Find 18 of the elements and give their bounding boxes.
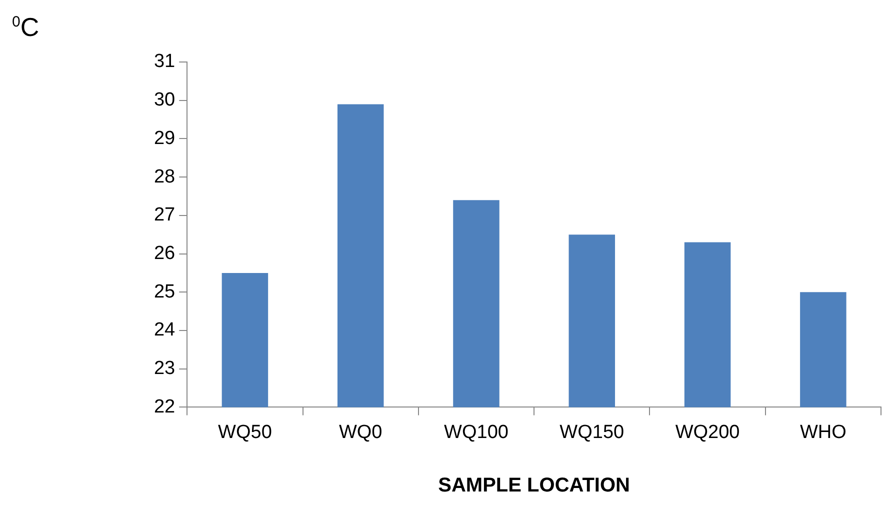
x-tick-label: WQ100 [444, 422, 508, 443]
y-tick-label: 28 [154, 166, 176, 188]
y-tick-label: 24 [154, 320, 176, 341]
y-tick-label: 30 [154, 90, 176, 111]
y-axis-title: $^{0}$C [12, 12, 40, 43]
y-tick-label: 29 [154, 128, 176, 149]
y-tick-label: 31 [154, 51, 176, 72]
y-tick-label: 25 [154, 281, 176, 302]
x-tick-label: WQ200 [675, 422, 740, 443]
x-tick-label: WHO [800, 422, 846, 443]
x-tick-label: WQ0 [338, 422, 382, 443]
y-tick-label: 22 [154, 396, 176, 418]
y-tick-label: 23 [154, 358, 176, 380]
x-tick-label: WQ150 [560, 422, 624, 443]
y-tick-label: 27 [154, 204, 176, 226]
x-axis-title: SAMPLE LOCATION [438, 474, 630, 497]
x-tick-label: WQ50 [218, 422, 272, 443]
y-tick-label: 26 [154, 243, 176, 264]
